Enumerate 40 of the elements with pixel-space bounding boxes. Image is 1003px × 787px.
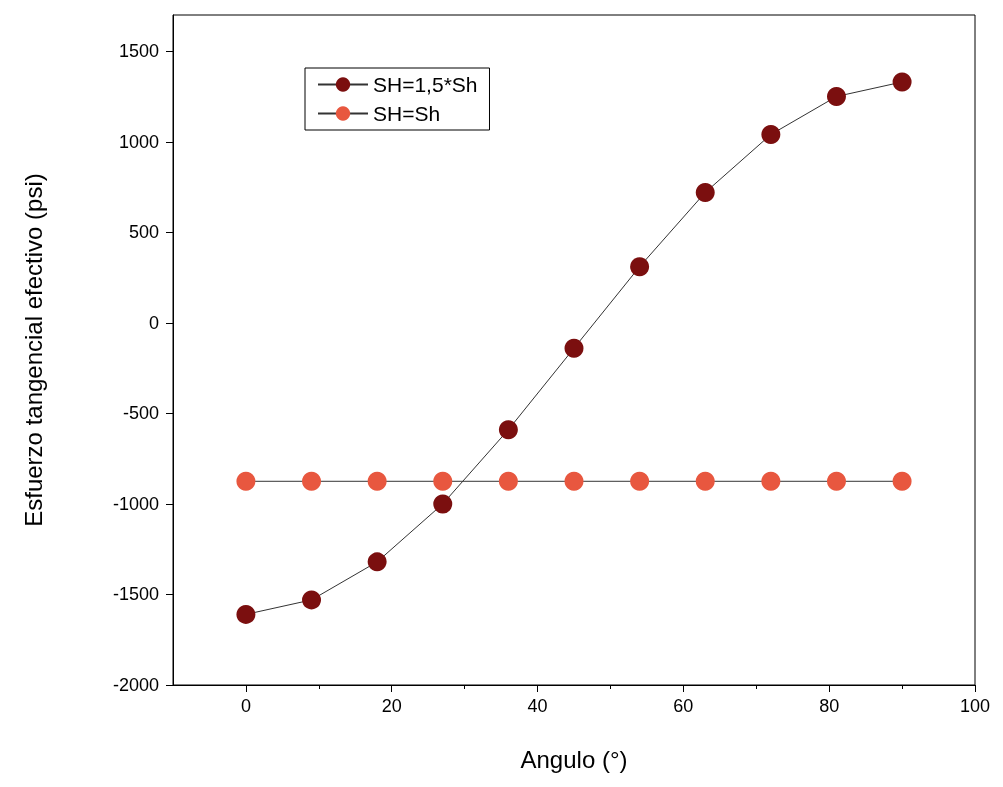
point bbox=[433, 471, 453, 491]
point bbox=[630, 471, 650, 491]
y-tick-label: -1500 bbox=[112, 584, 159, 605]
point bbox=[761, 125, 781, 145]
y-tick-label: -500 bbox=[122, 403, 159, 424]
point bbox=[826, 471, 846, 491]
point bbox=[498, 420, 518, 440]
y-tick-label: 1500 bbox=[118, 41, 159, 62]
point bbox=[892, 72, 912, 92]
point bbox=[892, 471, 912, 491]
x-tick-label: 20 bbox=[381, 696, 402, 716]
x-tick-label: 60 bbox=[673, 696, 694, 716]
point bbox=[630, 257, 650, 277]
point bbox=[302, 590, 322, 610]
y-axis-title: Esfuerzo tangencial efectivo (psi) bbox=[19, 173, 47, 527]
x-tick-label: 40 bbox=[527, 696, 548, 716]
point bbox=[498, 471, 518, 491]
point bbox=[761, 471, 781, 491]
point bbox=[433, 494, 453, 514]
x-tick-label: 100 bbox=[959, 696, 991, 716]
point bbox=[826, 86, 846, 106]
x-tick-label: 0 bbox=[240, 696, 251, 716]
point bbox=[367, 471, 387, 491]
point bbox=[367, 552, 387, 572]
point bbox=[695, 471, 715, 491]
legend-label: SH=1,5*Sh bbox=[373, 73, 478, 96]
point bbox=[564, 338, 584, 358]
x-axis-title: Angulo (°) bbox=[520, 745, 628, 773]
legend-label: SH=Sh bbox=[373, 102, 441, 125]
y-tick-label: 1000 bbox=[118, 131, 159, 152]
y-tick-label: -1000 bbox=[112, 493, 159, 514]
point bbox=[302, 471, 322, 491]
point bbox=[236, 604, 256, 624]
y-tick-label: -2000 bbox=[112, 675, 159, 695]
y-tick-label: 500 bbox=[128, 222, 159, 243]
point bbox=[695, 182, 715, 202]
point bbox=[236, 471, 256, 491]
x-tick-label: 80 bbox=[819, 696, 840, 716]
point bbox=[564, 471, 584, 491]
y-tick-label: 0 bbox=[148, 312, 159, 333]
